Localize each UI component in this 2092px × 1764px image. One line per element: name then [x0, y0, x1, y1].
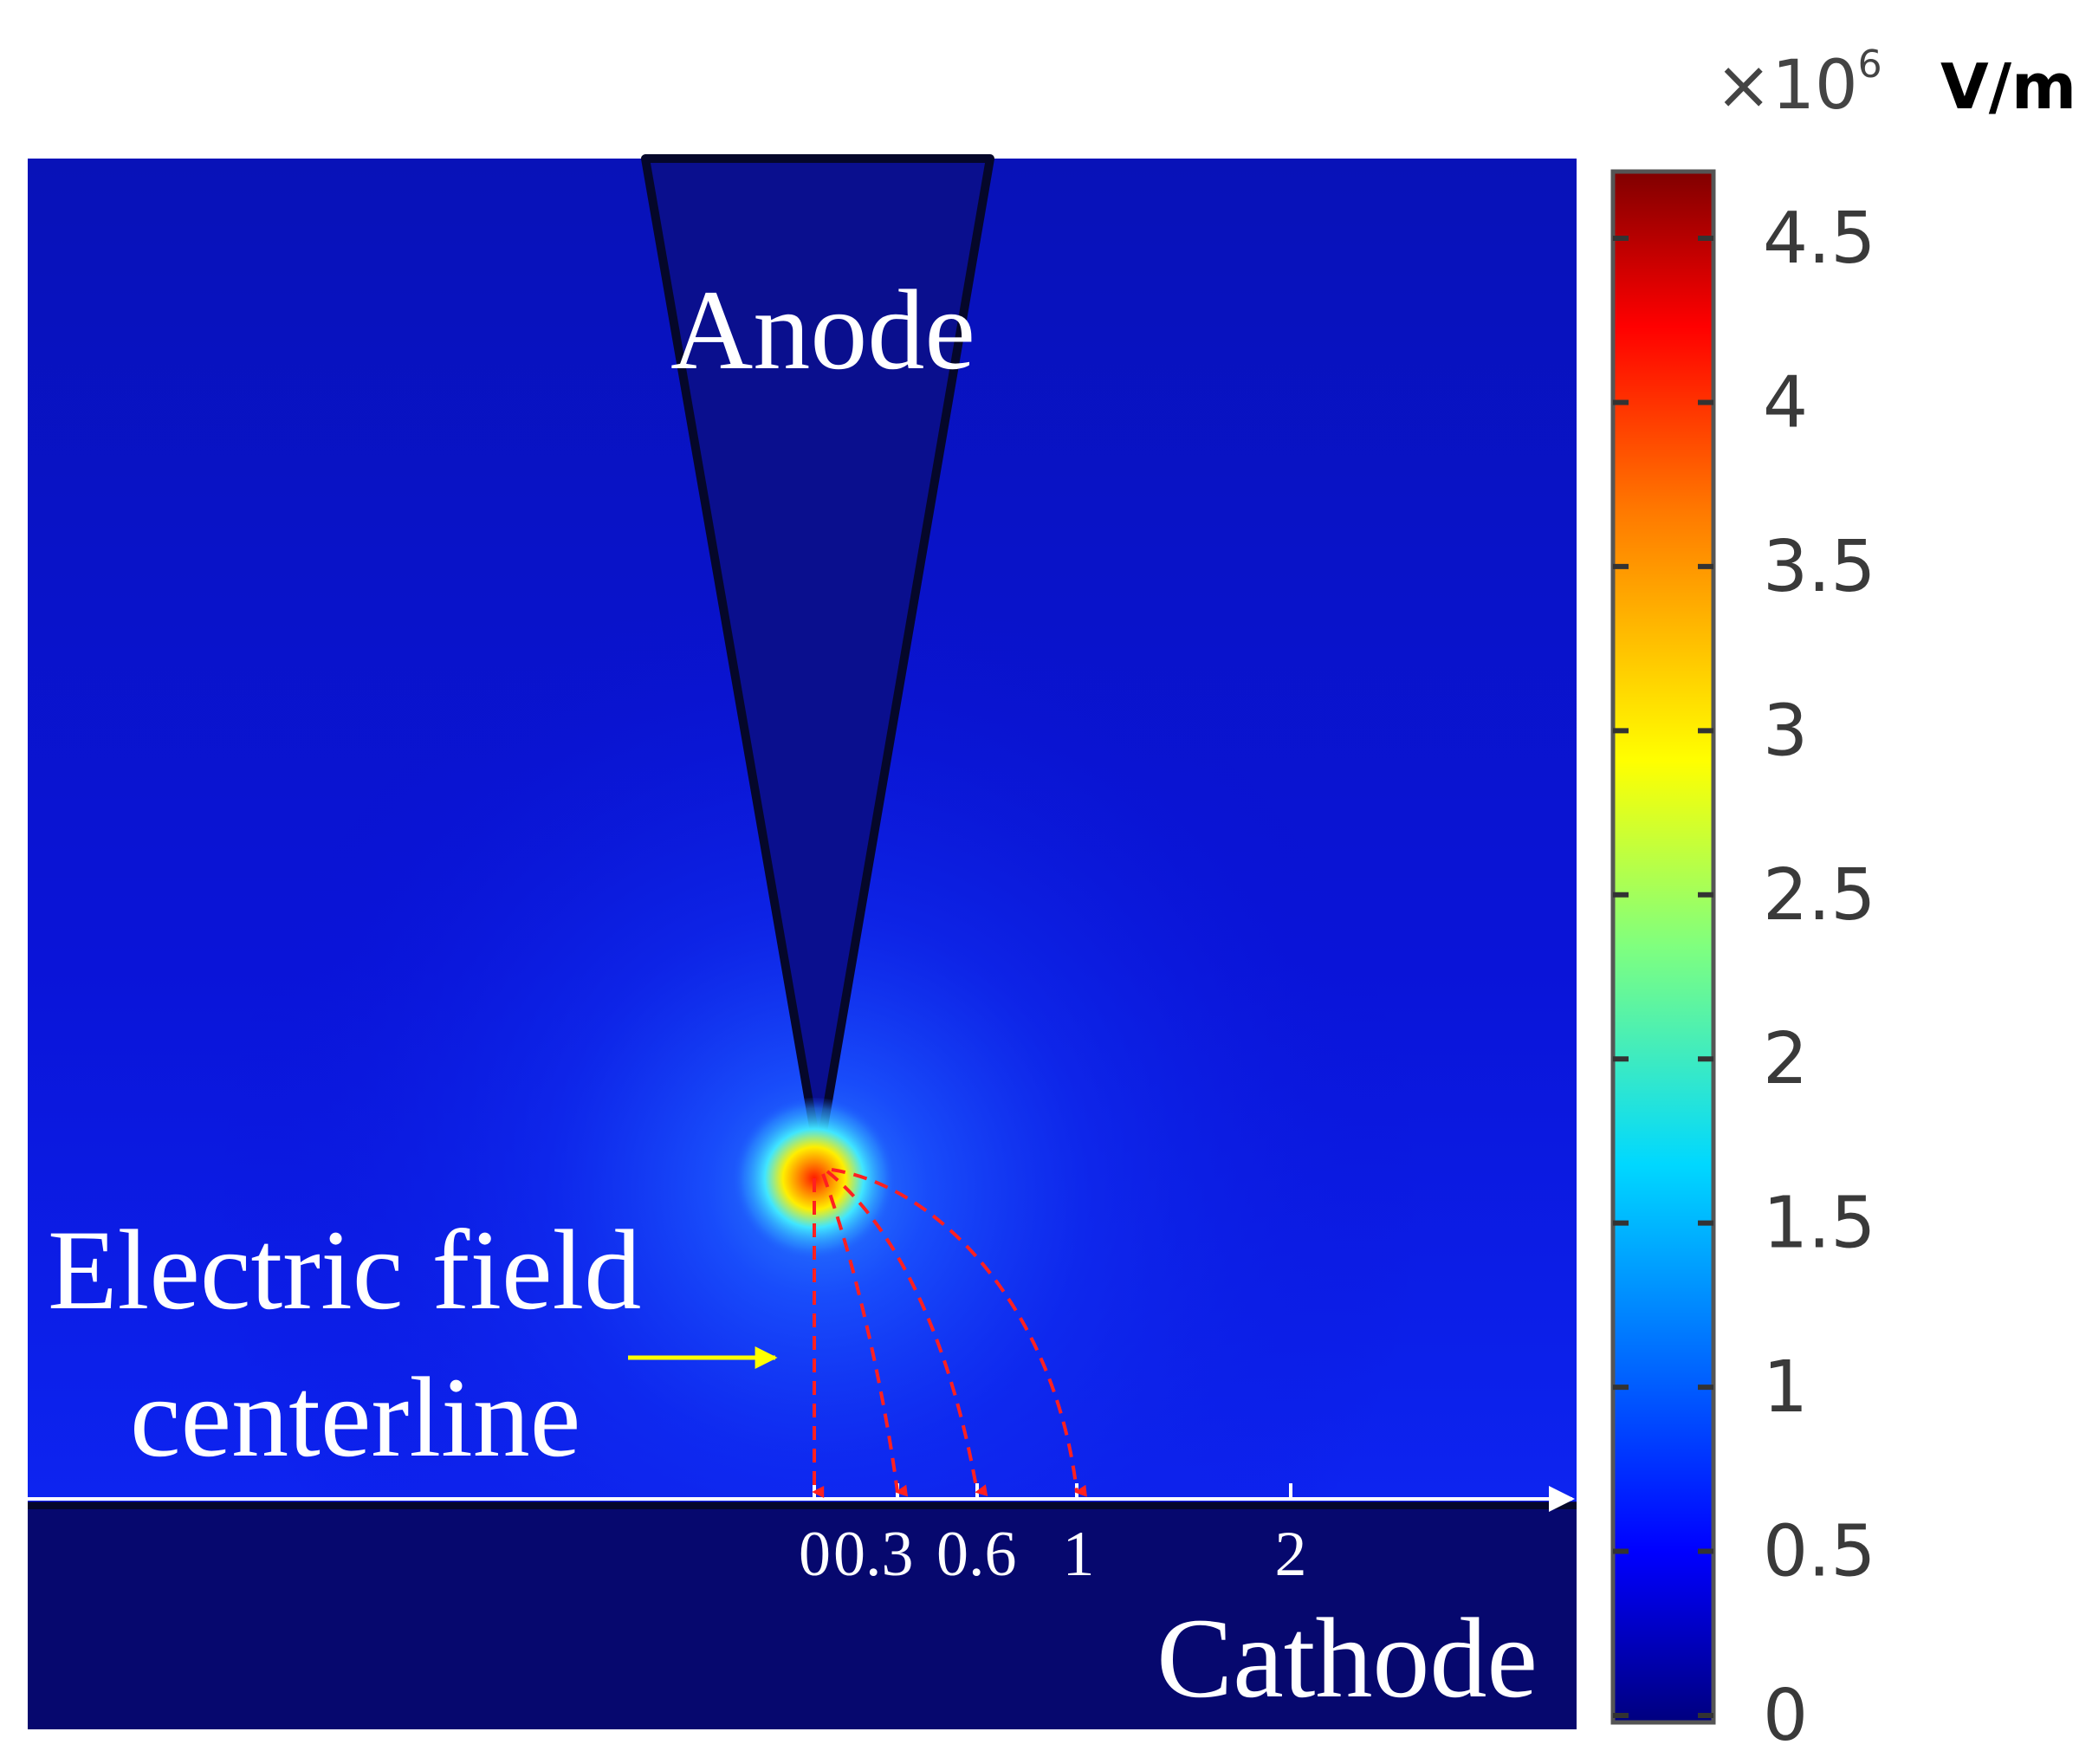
axis-tick-label-0.6: 0.6 — [936, 1519, 1017, 1590]
colorbar-tick-label-0.5: 0.5 — [1763, 1511, 1875, 1593]
colorbar-tick-label-4: 4 — [1763, 361, 1808, 444]
colorbar-multiplier-exponent: 6 — [1858, 42, 1882, 87]
axis-tick-label-1: 1 — [1063, 1519, 1095, 1590]
anode-cone — [641, 154, 994, 1161]
colorbar-gradient — [1610, 169, 1716, 1725]
colorbar-tick-label-3: 3 — [1763, 690, 1808, 772]
cathode-plate — [28, 1501, 1577, 1729]
axis-tick-label-2: 2 — [1275, 1519, 1307, 1590]
colorbar-multiplier-prefix: ×10 — [1715, 47, 1858, 125]
colorbar-unit: V/m — [1940, 50, 2076, 123]
field-line-1 — [831, 1168, 1087, 1497]
anode-label: Anode — [670, 266, 975, 393]
colorbar-tick-label-1.5: 1.5 — [1763, 1183, 1875, 1265]
colorbar: 0 0.5 1 1.5 2 2.5 3 3.5 4 4.5 ×106 V/m — [1610, 42, 2076, 1757]
colorbar-multiplier: ×106 — [1715, 42, 1882, 125]
field-line-0.6 — [826, 1170, 988, 1496]
colorbar-tick-label-2: 2 — [1763, 1018, 1808, 1100]
field-line-0.3 — [821, 1173, 909, 1497]
colorbar-tick-label-3.5: 3.5 — [1763, 526, 1875, 608]
colorbar-ticks: 0 0.5 1 1.5 2 2.5 3 3.5 4 4.5 — [1613, 198, 1875, 1757]
axis-tick-label-0.3: 0.3 — [833, 1519, 914, 1590]
colorbar-tick-label-2.5: 2.5 — [1763, 854, 1875, 937]
field-lines — [812, 1168, 1087, 1498]
colorbar-tick-label-4.5: 4.5 — [1763, 198, 1875, 280]
cathode-label: Cathode — [1156, 1594, 1538, 1722]
annotation-line-1: Electric field — [48, 1206, 641, 1333]
field-plot — [28, 154, 1577, 1729]
distance-axis: 0 0.3 0.6 1 2 — [28, 1483, 1575, 1590]
annotation-line-2: centerline — [130, 1353, 580, 1481]
axis-tick-label-0: 0 — [799, 1519, 831, 1590]
colorbar-tick-label-0: 0 — [1763, 1675, 1808, 1757]
colorbar-tick-label-1: 1 — [1763, 1346, 1808, 1429]
